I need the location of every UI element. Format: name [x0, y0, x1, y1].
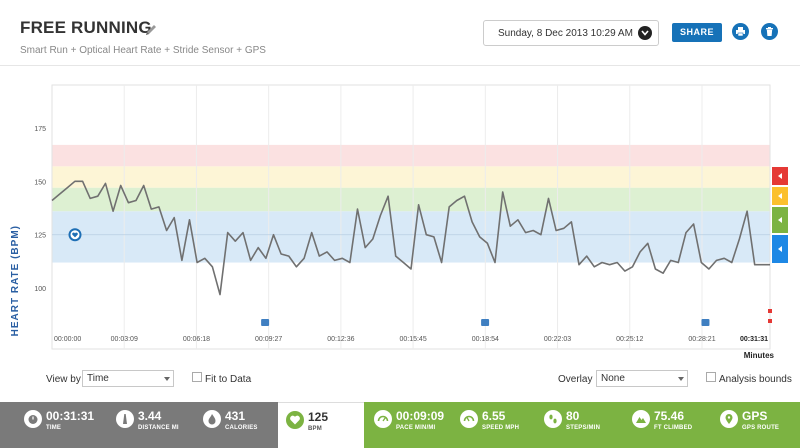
end-marker [768, 319, 772, 323]
view-by-value: Time [87, 373, 109, 384]
flame-icon [203, 410, 221, 428]
x-tick-label: 00:00:00 [54, 336, 81, 343]
x-tick-label: 00:31:31 [740, 336, 768, 343]
activity-header: FREE RUNNING Smart Run + Optical Heart R… [0, 0, 800, 66]
analysis-bounds-checkbox[interactable] [706, 372, 716, 382]
heart-rate-zone-2 [52, 187, 770, 212]
map-pin-icon [720, 410, 738, 428]
chevron-left-icon [778, 246, 782, 252]
speedometer-icon [460, 410, 478, 428]
stat-climbed: 75.46 FT CLIMBED [632, 408, 712, 442]
chevron-down-icon[interactable] [638, 26, 652, 40]
overlay-value: None [601, 373, 625, 384]
y-tick-label: 100 [34, 286, 46, 293]
overlay-label: Overlay [558, 374, 593, 385]
stat-distance: 3.44 DISTANCE MI [116, 408, 196, 442]
share-button[interactable]: SHARE [672, 23, 722, 42]
fit-to-data-checkbox[interactable] [192, 372, 202, 382]
stat-bpm: 125 BPM [286, 409, 356, 443]
heart-rate-chart[interactable]: 100 125 150 175 00:00:00 00:03:09 00:06:18 00:… [0, 67, 800, 365]
x-tick-label: 00:25:12 [616, 336, 643, 343]
heart-icon [72, 232, 78, 238]
activity-title: FREE RUNNING [20, 18, 152, 37]
date-selector[interactable]: Sunday, 8 Dec 2013 10:29 AM [483, 20, 659, 46]
y-tick-label: 150 [34, 179, 46, 186]
lap-marker[interactable] [481, 319, 490, 326]
chevron-left-icon [778, 173, 782, 179]
trash-icon[interactable] [761, 23, 778, 40]
chevron-left-icon [778, 193, 782, 199]
chevron-down-icon [164, 377, 170, 381]
x-tick-label: 00:22:03 [544, 336, 571, 343]
chevron-left-icon [778, 217, 782, 223]
pencil-icon[interactable] [143, 22, 159, 38]
y-axis-label: HEART RATE (BPM) [10, 225, 21, 337]
y-tick-label: 125 [34, 233, 46, 240]
gauge-icon [374, 410, 392, 428]
performance-stats: 00:09:09 PACE MIN/MI 6.55 SPEED MPH 80 S… [364, 402, 800, 448]
stat-steps: 80 STEPS/MIN [544, 408, 614, 442]
stat-time: 00:31:31 TIME [24, 408, 104, 442]
heart-rate-zone-1 [52, 211, 770, 263]
road-icon [116, 410, 134, 428]
overlay-select[interactable]: None [596, 370, 688, 387]
heart-rate-zone-4 [52, 144, 770, 167]
stat-pace: 00:09:09 PACE MIN/MI [374, 408, 444, 442]
print-icon[interactable] [732, 23, 749, 40]
x-tick-label: 00:03:09 [111, 336, 138, 343]
footprints-icon [544, 410, 562, 428]
heart-rate-line [51, 180, 770, 296]
y-tick-label: 175 [34, 126, 46, 133]
x-tick-label: 00:15:45 [399, 336, 426, 343]
end-marker [768, 309, 772, 313]
date-text: Sunday, 8 Dec 2013 10:29 AM [498, 27, 633, 39]
view-by-label: View by [46, 374, 81, 385]
view-by-select[interactable]: Time [82, 370, 174, 387]
stats-bar: 00:31:31 TIME 3.44 DISTANCE MI 431 CALOR… [0, 402, 800, 448]
x-tick-label: 00:28:21 [688, 336, 715, 343]
heart-icon [286, 411, 304, 429]
chart-canvas[interactable]: 100 125 150 175 00:00:00 00:03:09 00:06:18 00:… [0, 67, 800, 365]
x-tick-label: 00:12:36 [327, 336, 354, 343]
average-heart-rate: 125 BPM [278, 402, 364, 448]
stopwatch-icon [24, 410, 42, 428]
fit-to-data-label: Fit to Data [205, 374, 252, 385]
chart-controls: View by Time Fit to Data Overlay None An… [0, 365, 800, 397]
heart-rate-zone-3 [52, 166, 770, 188]
x-tick-label: 00:18:54 [472, 336, 499, 343]
summary-stats: 00:31:31 TIME 3.44 DISTANCE MI 431 CALOR… [0, 402, 278, 448]
x-axis-label: Minutes [744, 351, 775, 360]
lap-marker[interactable] [261, 319, 270, 326]
mountain-icon [632, 410, 650, 428]
x-tick-label: 00:06:18 [183, 336, 210, 343]
lap-marker[interactable] [701, 319, 710, 326]
analysis-bounds-label: Analysis bounds [719, 374, 792, 385]
chevron-down-icon [678, 377, 684, 381]
plot-border [51, 84, 771, 350]
stat-speed: 6.55 SPEED MPH [460, 408, 530, 442]
x-tick-label: 00:09:27 [255, 336, 282, 343]
gps-route-link[interactable]: GPS GPS ROUTE [720, 408, 792, 442]
stat-calories: 431 CALORIES [203, 408, 273, 442]
activity-subtitle: Smart Run + Optical Heart Rate + Stride … [20, 45, 266, 56]
